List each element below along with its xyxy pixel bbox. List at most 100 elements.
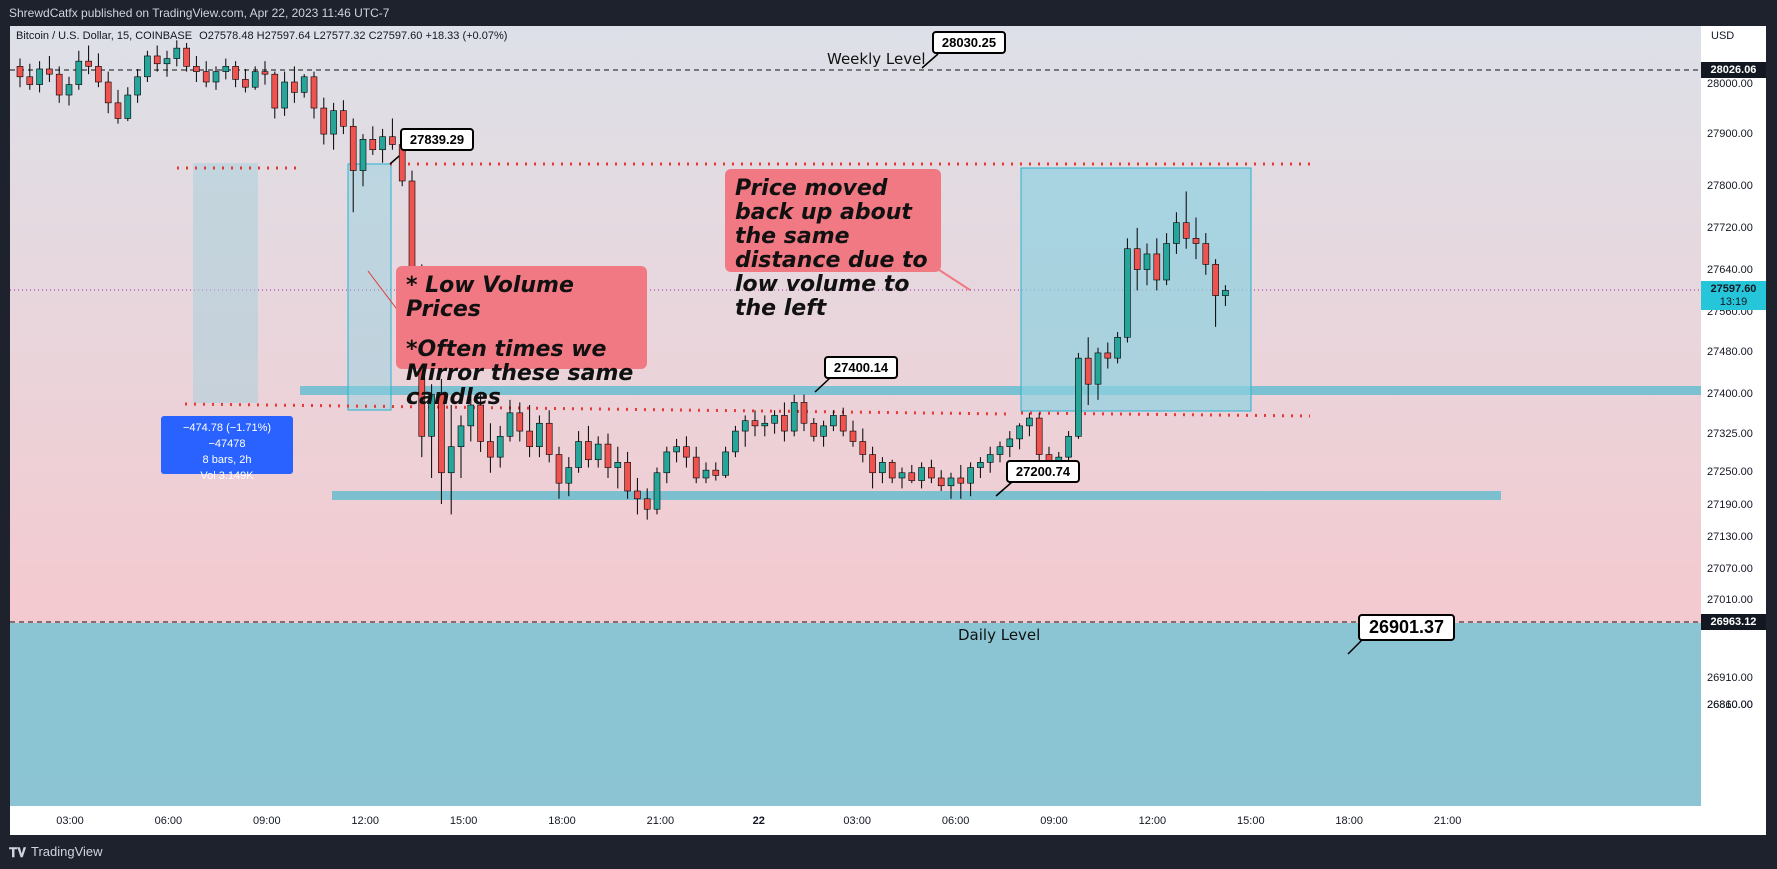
candle-body: [790, 402, 798, 432]
candle-body: [487, 441, 494, 458]
candle-body: [751, 420, 759, 427]
zone-27200-band: [332, 491, 1501, 500]
callout-27400[interactable]: 27400.14: [824, 356, 898, 379]
candle-body: [594, 443, 602, 461]
candle-body: [575, 441, 582, 468]
candle-body: [183, 47, 190, 67]
mirror-annotation[interactable]: Price moved back up about the same dista…: [725, 169, 941, 321]
candle-body: [859, 441, 867, 455]
candle-body: [928, 467, 935, 479]
candle-body: [26, 76, 34, 85]
candle-body: [761, 422, 769, 427]
callout-27400-pointer: [814, 377, 831, 393]
candle-countdown: 13:19: [1719, 296, 1748, 308]
candle-body: [1222, 290, 1229, 296]
time-tick-label: 09:00: [253, 815, 281, 827]
candle-body: [986, 454, 994, 463]
callout-28030[interactable]: 28030.25: [932, 31, 1006, 54]
currency-label: USD: [1711, 30, 1735, 42]
candle-body: [614, 462, 622, 468]
candle-body: [408, 180, 416, 276]
callout-26901[interactable]: 26901.37: [1358, 614, 1455, 641]
candle-body: [732, 430, 739, 453]
candle-body: [692, 456, 700, 479]
time-tick-label: 15:00: [450, 815, 478, 827]
candle-body: [1065, 435, 1072, 458]
candle-body: [144, 55, 151, 78]
candle-body: [1182, 222, 1190, 239]
candle-body: [653, 472, 661, 510]
candle-body: [193, 66, 200, 72]
price-tick-label: 27900.00: [1707, 128, 1753, 140]
candle-body: [555, 454, 563, 484]
price-tick-label: 27325.00: [1707, 428, 1753, 440]
candle-body: [1143, 253, 1151, 270]
callout-27200-pointer: [995, 481, 1013, 497]
candle-body: [212, 71, 220, 83]
callout-27839[interactable]: 27839.29: [400, 128, 474, 151]
price-tick-label: 28000.00: [1707, 78, 1753, 90]
low-volume-annotation[interactable]: * Low Volume Prices *Often times we Mirr…: [396, 266, 647, 410]
footer: 𝐓𝐕 TradingView: [0, 835, 1777, 869]
candle-body: [85, 60, 92, 67]
candle-body: [65, 84, 73, 96]
low-volume-box: [347, 163, 392, 411]
footer-brand: TradingView: [31, 844, 103, 859]
price-tick-label: 27400.00: [1707, 388, 1753, 400]
candle-body: [16, 66, 24, 78]
candle-body: [879, 462, 886, 474]
daily-level-label: Daily Level: [958, 626, 1041, 644]
chart-plot-area[interactable]: Bitcoin / U.S. Dollar, 15, COINBASE O275…: [10, 26, 1701, 806]
price-tick-label: 27720.00: [1707, 222, 1753, 234]
time-tick-label: 21:00: [1434, 815, 1462, 827]
candle-body: [634, 490, 641, 500]
candle-body: [800, 402, 808, 424]
time-tick-label: 03:00: [56, 815, 84, 827]
candle-body: [251, 71, 259, 88]
callout-27200[interactable]: 27200.74: [1006, 460, 1080, 483]
candle-body: [1153, 253, 1161, 281]
price-axis[interactable]: USD 28000.00 27900.00 27800.00 27720.00 2764…: [1701, 26, 1766, 806]
current-price-value: 27597.60: [1710, 283, 1757, 295]
zone-27400-band: [300, 386, 1701, 395]
measure-change: −474.78 (−1.71%) −47478: [182, 422, 272, 450]
candle-body: [741, 420, 749, 432]
candle-body: [565, 467, 573, 484]
time-tick-label: 12:00: [351, 815, 379, 827]
candle-body: [643, 498, 651, 510]
weekly-price-tag: 28026.06: [1701, 62, 1766, 78]
candle-body: [996, 446, 1004, 455]
candle-body: [75, 60, 83, 85]
time-axis-ticks: 03:00 06:00 09:00 12:00 15:00 18:00 21:00 22 03:…: [56, 815, 1462, 827]
candle-body: [349, 125, 357, 171]
tradingview-logo-icon: 𝐓𝐕: [9, 845, 26, 860]
publisher-bar: ShrewdCatfx published on TradingView.com…: [0, 0, 1777, 26]
candle-body: [340, 110, 347, 127]
candle-body: [849, 430, 857, 442]
candle-body: [310, 76, 318, 109]
candle-body: [869, 454, 876, 474]
candle-body: [712, 469, 720, 476]
time-tick-label: 18:00: [1335, 815, 1363, 827]
measure-tooltip: −474.78 (−1.71%) −47478 8 bars, 2h Vol 3…: [161, 416, 293, 482]
candles-group: [16, 40, 1229, 520]
candle-body: [722, 451, 729, 476]
candle-body: [359, 139, 367, 171]
candle-body: [369, 139, 377, 151]
candle-body: [1192, 238, 1200, 244]
candle-body: [320, 107, 328, 135]
price-tick-label: 26860.00: [1707, 699, 1753, 711]
candle-body: [153, 55, 161, 65]
candle-body: [55, 73, 63, 96]
candle-body: [918, 467, 925, 481]
candle-body: [1104, 352, 1112, 359]
candle-body: [134, 76, 141, 96]
price-tick-label: 27010.00: [1707, 594, 1753, 606]
candle-body: [937, 477, 945, 487]
candle-body: [428, 394, 435, 437]
candle-body: [771, 415, 778, 424]
price-tick-label: 27480.00: [1707, 346, 1753, 358]
candle-body: [271, 73, 279, 109]
candle-body: [1084, 357, 1092, 385]
time-axis[interactable]: 03:00 06:00 09:00 12:00 15:00 18:00 21:00 22 03:…: [10, 806, 1766, 835]
